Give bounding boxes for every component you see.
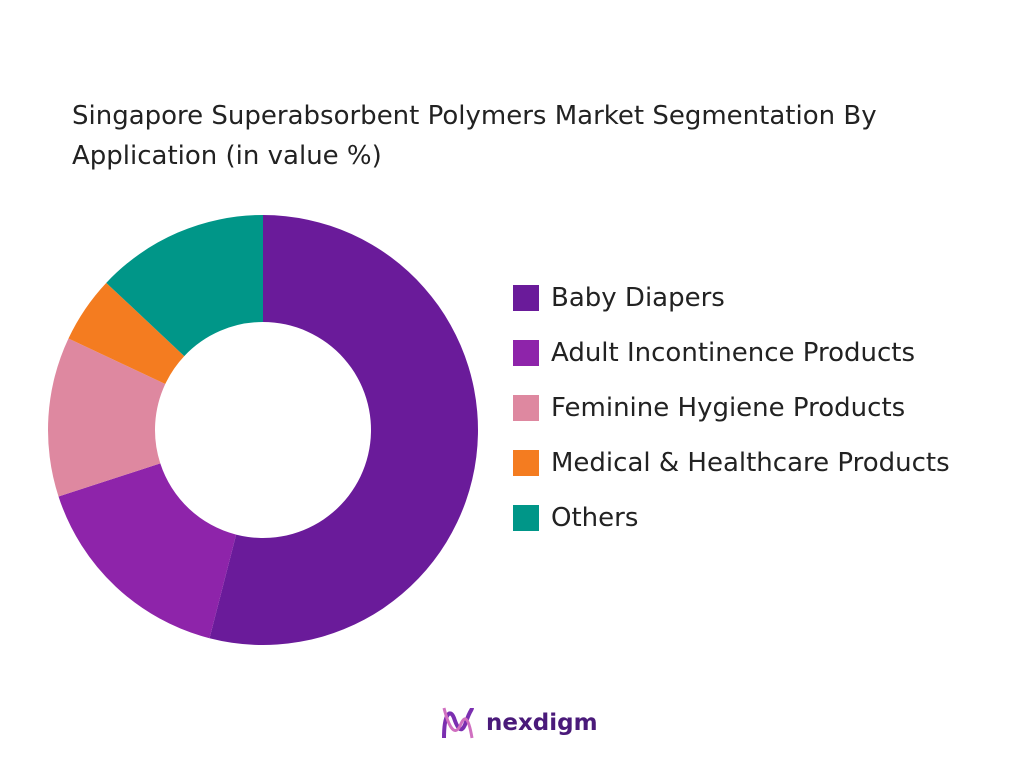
- donut-slice: [106, 215, 263, 357]
- donut-slice: [68, 282, 185, 385]
- legend-item: Baby Diapers: [513, 278, 1003, 318]
- legend-label: Medical & Healthcare Products: [551, 448, 950, 478]
- brand: nexdigm: [440, 704, 598, 742]
- legend-label: Baby Diapers: [551, 283, 725, 313]
- donut-slice: [58, 463, 237, 639]
- legend-label: Feminine Hygiene Products: [551, 393, 906, 423]
- legend-item: Others: [513, 498, 1003, 538]
- chart: [48, 215, 479, 645]
- legend-swatch: [513, 450, 539, 476]
- chart-title: Singapore Superabsorbent Polymers Market…: [72, 101, 877, 171]
- legend-swatch: [513, 505, 539, 531]
- brand-icon: [442, 707, 474, 739]
- legend: Baby Diapers Adult Incontinence Products F…: [513, 278, 1003, 553]
- brand-name: nexdigm: [486, 710, 598, 736]
- donut-slice: [48, 338, 166, 497]
- legend-item: Adult Incontinence Products: [513, 333, 1003, 373]
- legend-swatch: [513, 285, 539, 311]
- legend-swatch: [513, 395, 539, 421]
- legend-item: Medical & Healthcare Products: [513, 443, 1003, 483]
- legend-label: Others: [551, 503, 639, 533]
- legend-swatch: [513, 340, 539, 366]
- donut-slice: [209, 215, 479, 645]
- legend-label: Adult Incontinence Products: [551, 338, 916, 368]
- legend-item: Feminine Hygiene Products: [513, 388, 1003, 428]
